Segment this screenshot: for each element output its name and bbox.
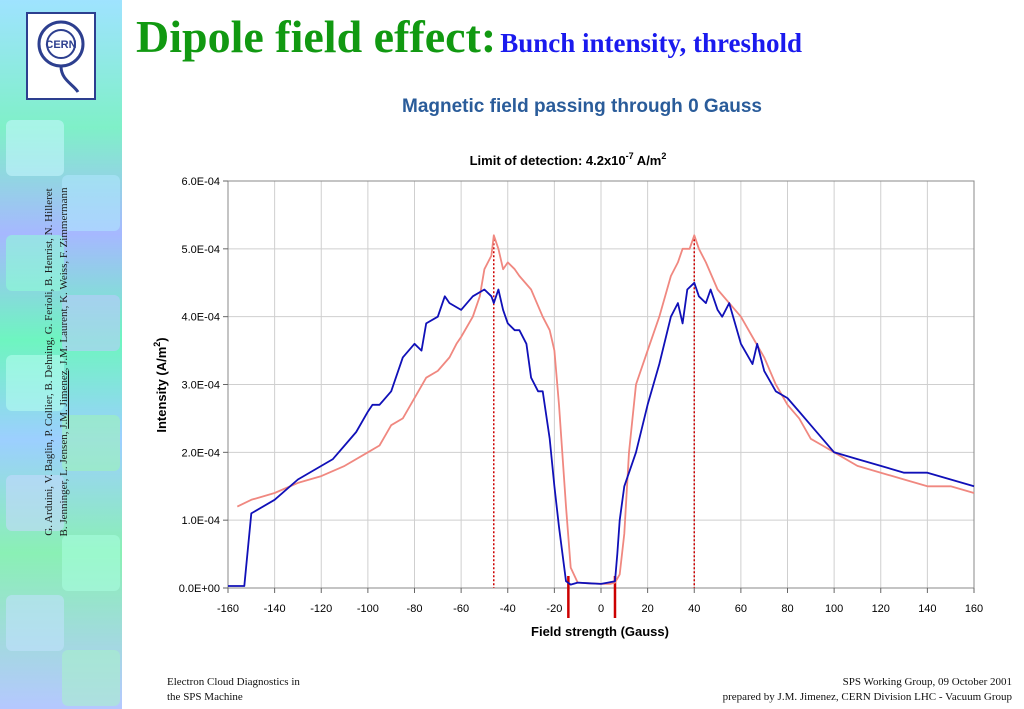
series-line [236,234,975,585]
x-tick-label: -80 [407,603,423,615]
y-tick-label: 4.0E-04 [181,312,220,324]
x-tick-label: 160 [965,603,983,615]
x-tick-label: -60 [453,603,469,615]
data-series [228,234,975,587]
svg-text:CERN: CERN [45,39,76,51]
x-tick-label: 0 [598,603,604,615]
chart-title: Limit of detection: 4.2x10-7 A/m2 [470,151,667,168]
footer-right: SPS Working Group, 09 October 2001 prepa… [722,676,1012,703]
x-tick-label: 100 [825,603,843,615]
y-tick-label: 1.0E-04 [181,515,220,527]
y-tick-label: 6.0E-04 [181,176,220,188]
x-tick-label: -40 [500,603,516,615]
x-tick-label: 140 [918,603,936,615]
title-sub: Bunch intensity, threshold [500,28,803,58]
page-title: Dipole field effect: Bunch intensity, th… [136,10,802,63]
cern-logo: CERN [26,12,96,100]
y-tick-label: 2.0E-04 [181,447,220,459]
x-tick-label: -140 [264,603,286,615]
vertical-markers [493,235,695,618]
x-tick-label: 80 [781,603,793,615]
x-tick-label: 120 [872,603,890,615]
slide-subtitle: Magnetic field passing through 0 Gauss [402,96,762,117]
title-main: Dipole field effect: [136,11,497,62]
x-tick-label: -20 [546,603,562,615]
series-line [228,281,975,587]
y-axis-ticks: 0.0E+00 1.0E-04 2.0E-04 3.0E-04 4.0E-04 5.0E-… [179,176,228,595]
x-axis-label: Field strength (Gauss) [531,624,669,639]
y-tick-label: 5.0E-04 [181,244,220,256]
x-tick-label: -100 [357,603,379,615]
footer-left: Electron Cloud Diagnostics in the SPS Ma… [167,676,300,703]
author-line-1: G. Arduini, V. Baglin, P. Collier, B. De… [43,188,55,536]
author-list: G. Arduini, V. Baglin, P. Collier, B. De… [42,22,82,702]
x-axis-ticks: -160 -140 -120 -100 -80 -60 -40 -20 0 20 40 60 80 100… [217,588,983,615]
author-line-2: B. Jenninger, L. Jensen, J.M. Jimenez, J… [58,187,70,537]
y-tick-label: 0.0E+00 [179,583,220,595]
y-axis-label: Intensity (A/m2) [152,337,169,432]
y-tick-label: 3.0E-04 [181,380,220,392]
chart-grid [227,180,975,589]
x-tick-label: 60 [735,603,747,615]
x-tick-label: -120 [310,603,332,615]
sidebar-decoration: CERN [0,0,122,709]
x-tick-label: 20 [642,603,654,615]
x-tick-label: 40 [688,603,700,615]
x-tick-label: -160 [217,603,239,615]
intensity-chart: 0.0E+00 1.0E-04 2.0E-04 3.0E-04 4.0E-04 5.0E-… [152,151,983,639]
